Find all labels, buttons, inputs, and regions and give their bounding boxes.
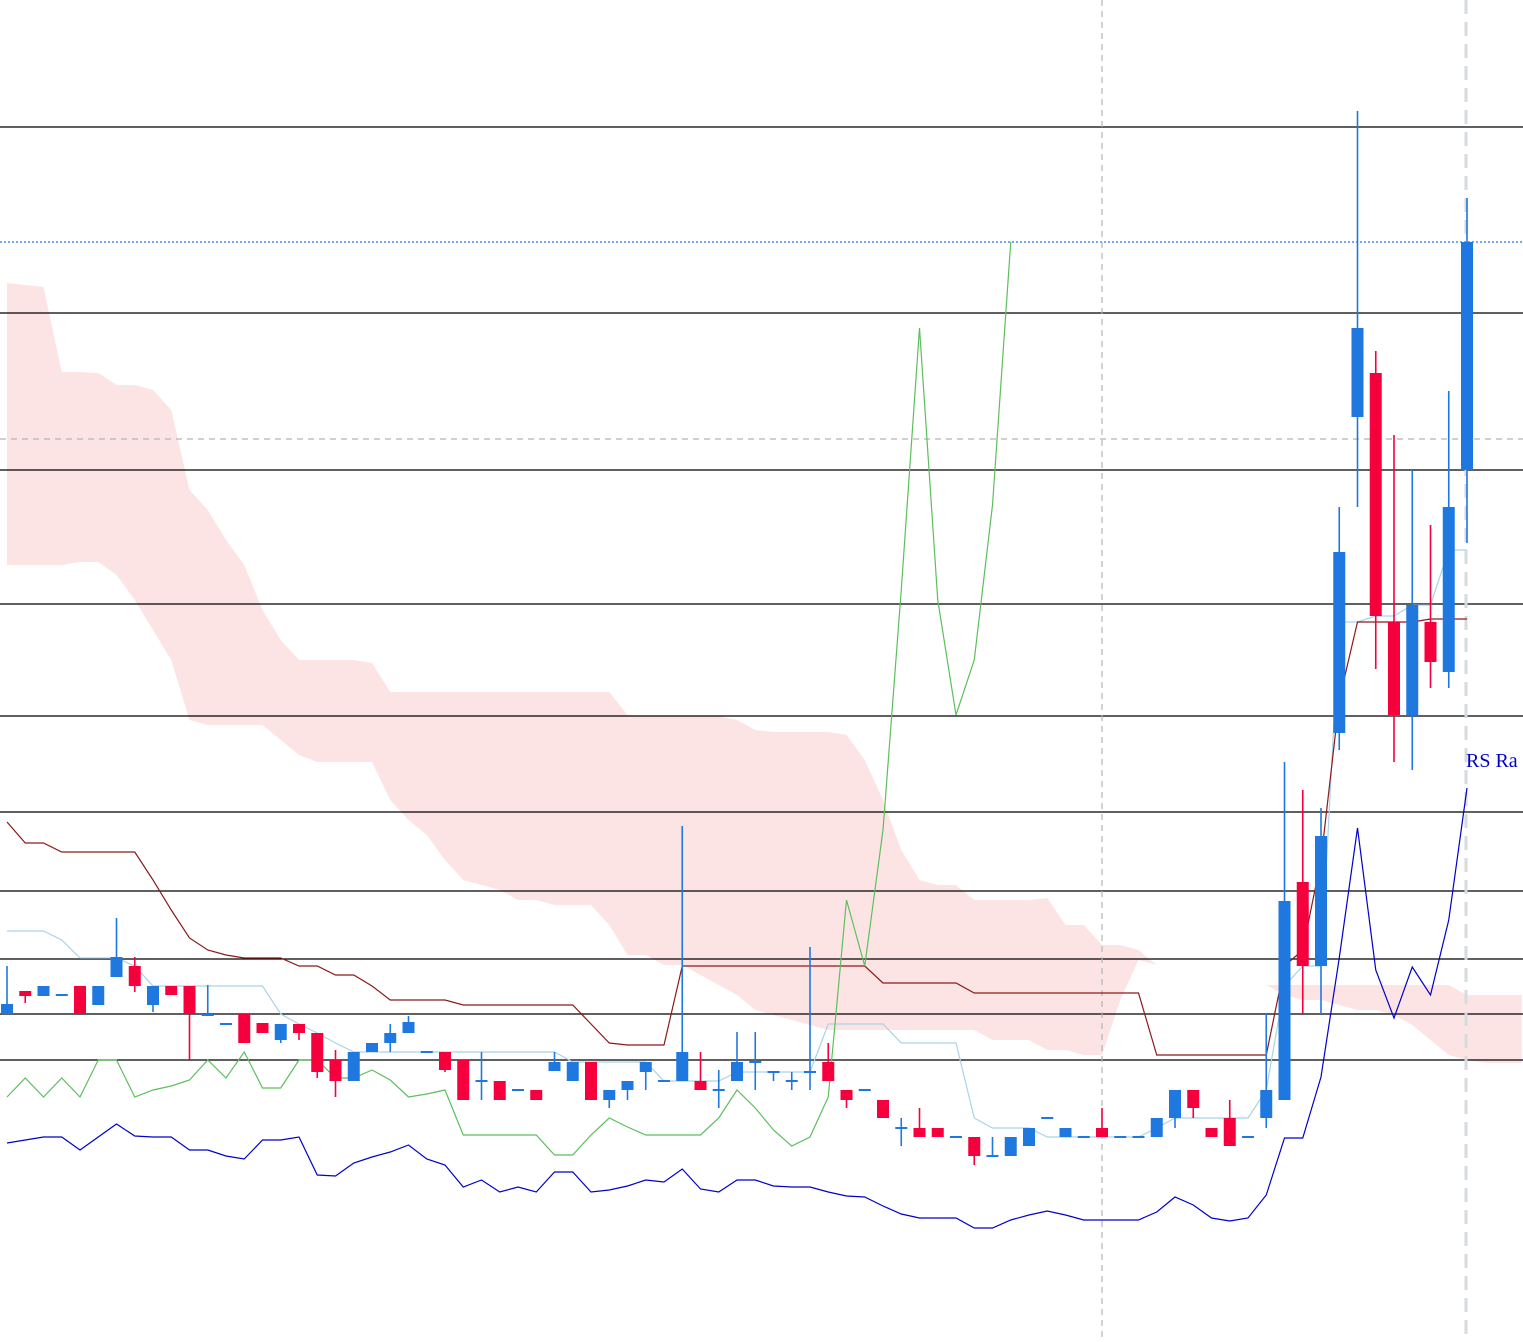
candle-body xyxy=(55,994,68,996)
candle-body xyxy=(822,1062,835,1081)
candle-body xyxy=(767,1071,780,1073)
candle-body xyxy=(913,1128,926,1137)
candle-body xyxy=(1369,373,1382,616)
candle-body xyxy=(1023,1128,1035,1146)
candle-body xyxy=(1077,1136,1090,1138)
candle-body xyxy=(293,1024,305,1033)
candle-body xyxy=(1150,1118,1163,1137)
candle-body xyxy=(1096,1128,1108,1137)
candle-body xyxy=(1388,622,1400,715)
candle-body xyxy=(840,1090,853,1100)
candle-body xyxy=(1187,1090,1200,1108)
candle-body xyxy=(603,1090,616,1100)
candle-body xyxy=(621,1081,634,1090)
indicator-line xyxy=(6,241,1012,1156)
candle-body xyxy=(1461,242,1473,470)
candle-body xyxy=(347,1052,360,1081)
candle-body xyxy=(804,1071,816,1073)
candle-body xyxy=(1424,622,1437,662)
candles-layer xyxy=(1,111,1473,1165)
candle-body xyxy=(37,986,50,996)
candle-body xyxy=(548,1062,561,1071)
candle-body xyxy=(1333,552,1346,733)
candle-body xyxy=(1132,1136,1145,1138)
candle-body xyxy=(566,1062,579,1081)
candle-body xyxy=(895,1127,908,1129)
cloud-layer xyxy=(7,283,1522,1063)
candle-body xyxy=(858,1089,871,1091)
candle-body xyxy=(238,1014,251,1043)
candle-body xyxy=(749,1061,762,1063)
candle-body xyxy=(457,1060,470,1100)
candle-body xyxy=(658,1080,670,1082)
candle-body xyxy=(1315,836,1327,966)
candle-body xyxy=(366,1043,378,1052)
candle-body xyxy=(493,1081,506,1100)
candle-body xyxy=(274,1024,287,1040)
candle-body xyxy=(877,1100,889,1118)
candle-body xyxy=(1114,1136,1127,1138)
candle-body xyxy=(530,1090,543,1100)
candle-body xyxy=(1296,882,1309,966)
levels-layer xyxy=(0,126,1523,1061)
candle-body xyxy=(201,1014,214,1016)
candle-body xyxy=(986,1155,999,1157)
candle-body xyxy=(1260,1090,1273,1118)
candle-body xyxy=(1041,1117,1054,1119)
candle-body xyxy=(402,1022,415,1033)
indicator-line xyxy=(6,787,1468,1229)
candle-body xyxy=(420,1051,433,1053)
candle-body xyxy=(475,1080,488,1082)
candle-body xyxy=(329,1060,342,1081)
candle-body xyxy=(1205,1128,1218,1137)
candle-body xyxy=(92,986,105,1005)
cloud xyxy=(1266,985,1522,1063)
candle-body xyxy=(384,1033,397,1043)
annotation: RS Ra xyxy=(1466,750,1518,772)
candle-body xyxy=(585,1062,597,1100)
candle-body xyxy=(183,986,196,1014)
candle-body xyxy=(694,1081,707,1090)
candle-body xyxy=(785,1080,798,1082)
candle-body xyxy=(712,1089,725,1091)
candle-body xyxy=(1442,507,1455,672)
candle-body xyxy=(220,1023,232,1025)
candle-body xyxy=(165,986,178,995)
cloud xyxy=(7,283,1157,1055)
candle-body xyxy=(968,1137,981,1156)
candle-body xyxy=(676,1052,689,1081)
candle-body xyxy=(1059,1128,1072,1137)
candle-body xyxy=(147,986,159,1005)
candle-body xyxy=(19,991,32,996)
candle-body xyxy=(731,1062,743,1081)
candle-body xyxy=(311,1033,324,1072)
candle-body xyxy=(1004,1137,1017,1156)
candle-body xyxy=(1406,605,1419,715)
candle-body xyxy=(256,1023,269,1033)
candle-body xyxy=(1223,1118,1236,1146)
candle-body xyxy=(74,986,86,1014)
indicator-line xyxy=(6,618,1467,1056)
candle-body xyxy=(439,1052,451,1070)
candle-body xyxy=(1351,328,1364,417)
candle-body xyxy=(1169,1090,1181,1118)
candle-body xyxy=(639,1062,652,1072)
candle-body xyxy=(950,1136,962,1138)
candle-body xyxy=(1278,901,1291,1100)
candle-body xyxy=(1242,1136,1254,1138)
candle-body xyxy=(1,1004,13,1014)
candle-body xyxy=(512,1089,524,1091)
candle-body xyxy=(931,1128,944,1137)
candle-body xyxy=(128,966,141,986)
candle-body xyxy=(110,957,123,977)
